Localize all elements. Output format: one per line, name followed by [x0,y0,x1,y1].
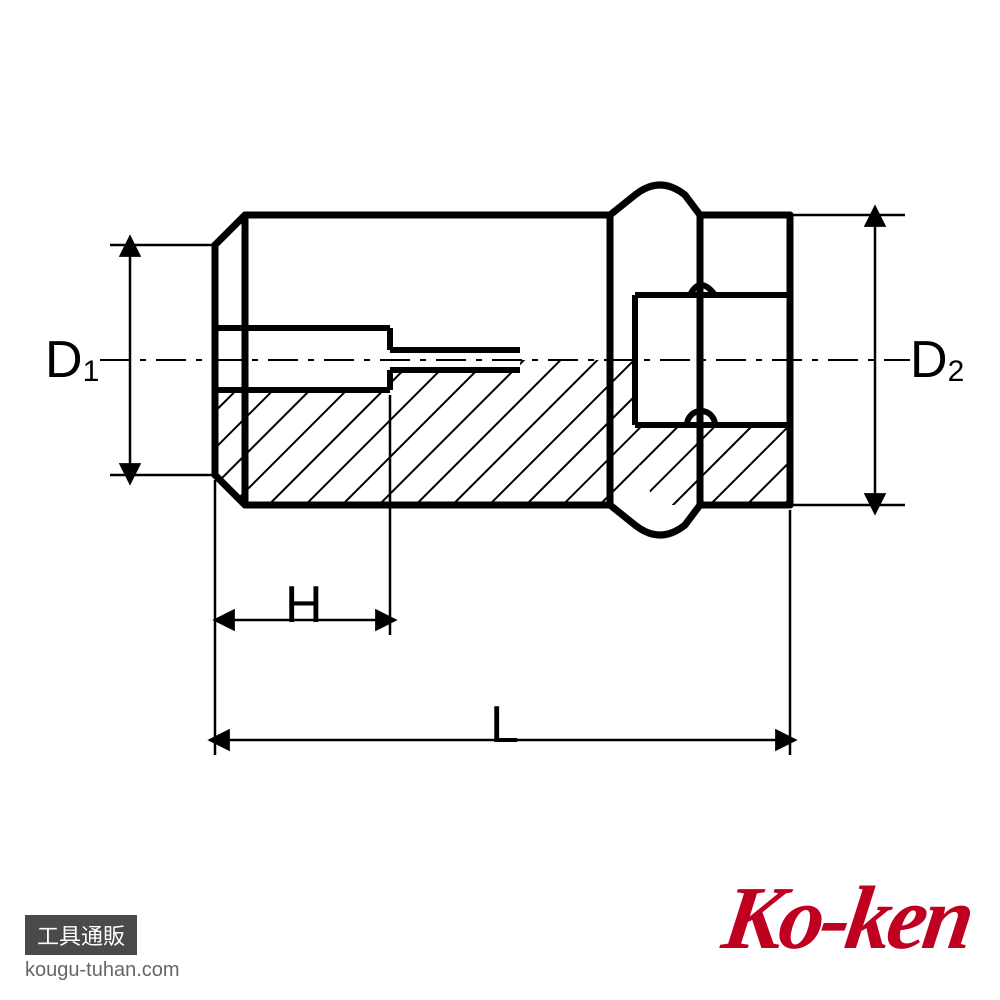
dim-label-l: L [490,695,519,755]
technical-drawing [0,0,1000,1000]
footer-url: kougu-tuhan.com [25,959,180,982]
dim-label-d1: D1 [45,330,99,390]
footer-badge: 工具通販 [25,915,137,955]
brand-logo: Ko-ken [717,867,977,970]
dim-label-d2: D2 [910,330,964,390]
dim-label-h: H [285,575,323,635]
